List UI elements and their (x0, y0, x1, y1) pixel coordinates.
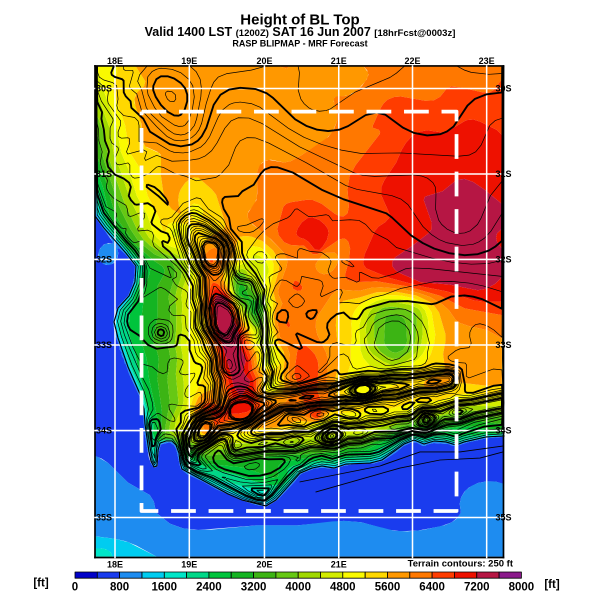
svg-text:20E: 20E (256, 56, 272, 66)
svg-text:1600: 1600 (152, 582, 178, 594)
svg-text:Height of BL Top: Height of BL Top (240, 12, 359, 29)
svg-text:RASP BLIPMAP - MRF Forecast: RASP BLIPMAP - MRF Forecast (232, 39, 367, 49)
svg-text:5600: 5600 (375, 582, 401, 594)
svg-text:19E: 19E (181, 560, 197, 570)
svg-text:2400: 2400 (196, 582, 222, 594)
svg-text:33S: 33S (495, 340, 511, 350)
svg-text:30S: 30S (495, 84, 511, 94)
svg-text:6400: 6400 (419, 582, 445, 594)
svg-text:32S: 32S (495, 255, 511, 265)
svg-text:7200: 7200 (464, 582, 490, 594)
svg-text:[ft]: [ft] (33, 578, 48, 590)
svg-text:[ft]: [ft] (544, 579, 559, 591)
svg-text:30S: 30S (96, 84, 112, 94)
svg-text:19E: 19E (181, 56, 197, 66)
svg-text:35S: 35S (96, 513, 112, 523)
svg-text:35S: 35S (495, 513, 511, 523)
svg-text:34S: 34S (96, 426, 112, 436)
svg-text:Terrain contours: 250 ft: Terrain contours: 250 ft (408, 559, 514, 570)
svg-text:34S: 34S (495, 426, 511, 436)
svg-text:0: 0 (72, 582, 78, 594)
svg-text:21E: 21E (331, 56, 347, 66)
svg-text:4800: 4800 (330, 582, 356, 594)
svg-text:3200: 3200 (241, 582, 267, 594)
svg-text:4000: 4000 (285, 582, 311, 594)
svg-text:8000: 8000 (509, 582, 535, 594)
svg-text:800: 800 (110, 582, 129, 594)
svg-text:23E: 23E (479, 56, 495, 66)
svg-text:31S: 31S (495, 169, 511, 179)
svg-text:31S: 31S (96, 169, 112, 179)
svg-text:18E: 18E (107, 560, 123, 570)
svg-text:18E: 18E (107, 56, 123, 66)
svg-text:21E: 21E (331, 560, 347, 570)
svg-text:Valid 1400 LST (1200Z) SAT 16: Valid 1400 LST (1200Z) SAT 16 Jun 2007 [… (145, 25, 456, 39)
svg-text:33S: 33S (96, 340, 112, 350)
svg-text:20E: 20E (256, 560, 272, 570)
svg-text:32S: 32S (96, 255, 112, 265)
svg-text:22E: 22E (404, 56, 420, 66)
